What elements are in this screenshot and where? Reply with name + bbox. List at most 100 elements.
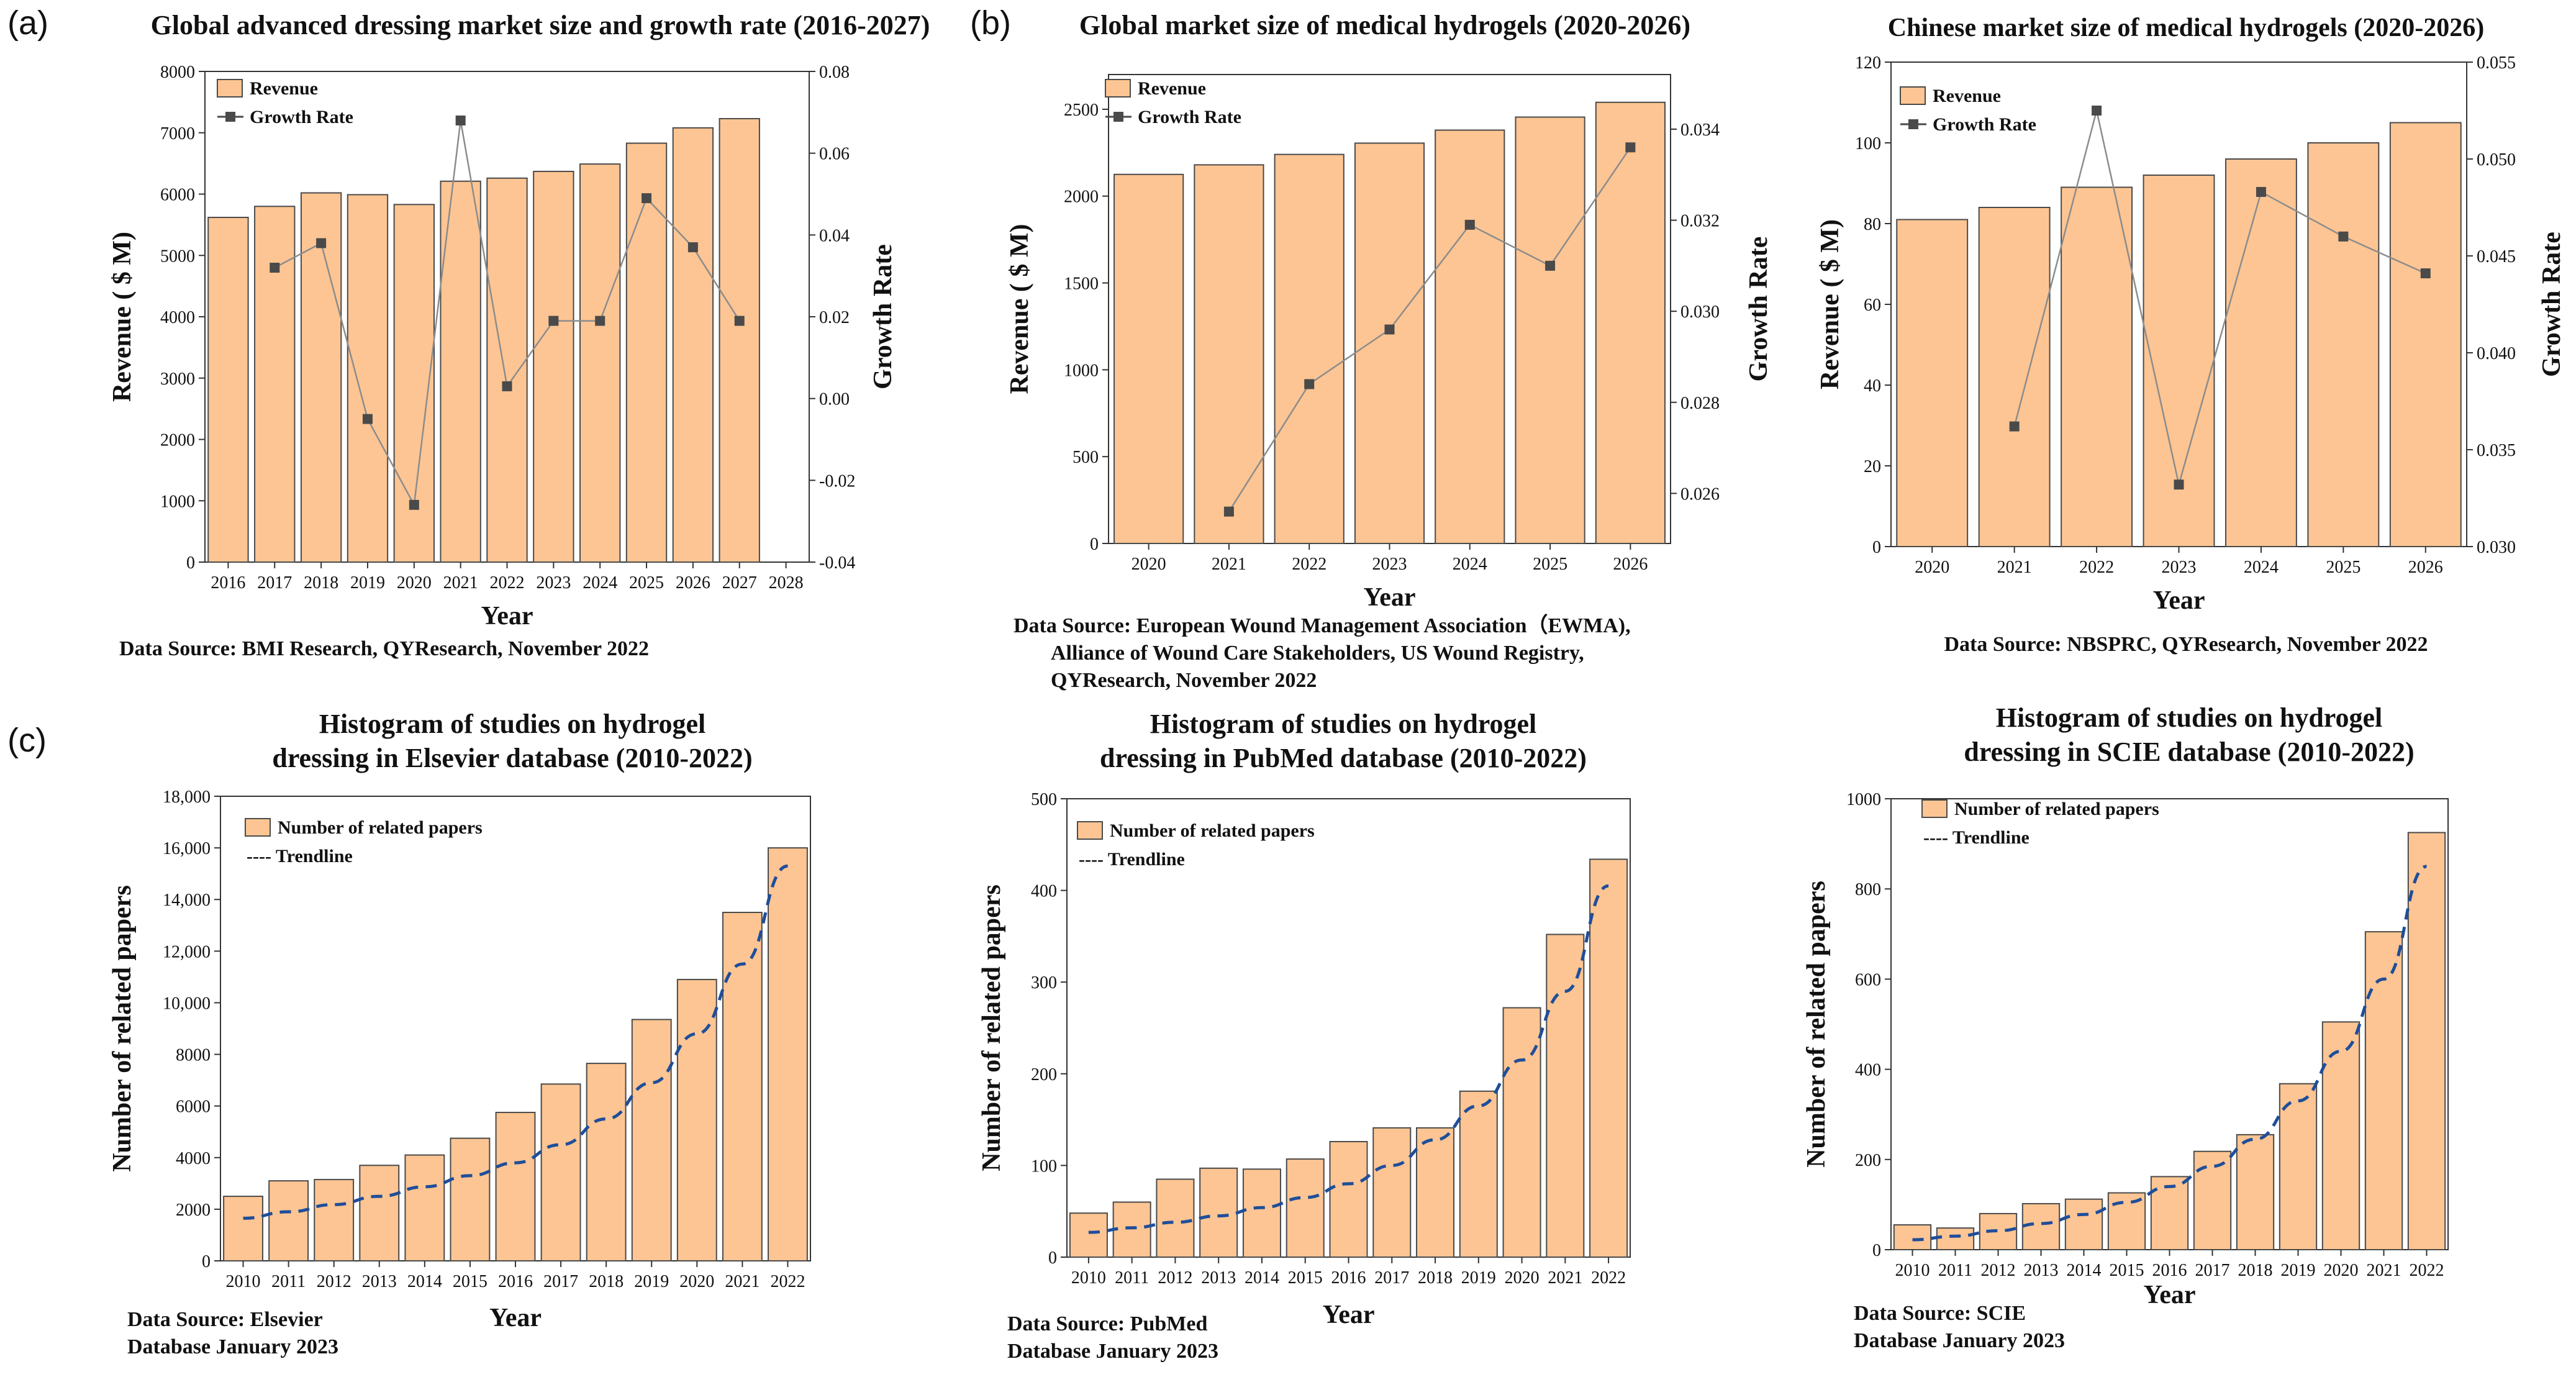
x-tick-label: 2011 [1115, 1268, 1149, 1288]
x-tick-label: 2021 [2367, 1261, 2401, 1280]
y2-tick-label: 0.035 [2477, 441, 2516, 460]
bar-2021 [440, 180, 481, 563]
x-axis-title: Year [1364, 583, 1416, 612]
bar-2012 [1979, 1212, 2018, 1251]
x-tick-label: 2016 [498, 1272, 533, 1291]
x-axis-title: Year [481, 602, 533, 630]
y-tick-label: 2000 [160, 431, 195, 450]
bar-2024 [579, 163, 621, 563]
y-tick-label: 2500 [1064, 101, 1099, 120]
data-source: Data Source: NBSPRC, QYResearch, Novembe… [1944, 633, 2428, 656]
x-tick-label: 2014 [407, 1272, 442, 1291]
chart-title: Global advanced dressing market size and… [151, 10, 930, 40]
data-source: Data Source: SCIE [1854, 1302, 2026, 1325]
y-tick-label: 4000 [176, 1149, 211, 1168]
bar-2017 [540, 1083, 581, 1262]
bar-2018 [2236, 1134, 2275, 1250]
x-tick-label: 2017 [2195, 1261, 2230, 1280]
bar-2016 [1329, 1141, 1368, 1258]
legend-label: Number of related papers [1954, 799, 2159, 819]
x-tick-label: 2014 [2067, 1261, 2102, 1280]
x-tick-label: 2019 [1461, 1268, 1496, 1288]
y-tick-label: 80 [1864, 215, 1881, 234]
x-tick-label: 2017 [543, 1272, 578, 1291]
y2-tick-label: 0.02 [819, 308, 850, 327]
x-tick-label: 2023 [536, 573, 571, 593]
x-tick-label: 2022 [770, 1272, 805, 1291]
y2-tick-label: -0.04 [819, 553, 855, 573]
x-tick-label: 2018 [304, 573, 338, 593]
bar-2023 [2143, 175, 2215, 547]
x-tick-label: 2021 [443, 573, 478, 593]
y2-tick-label: 0.040 [2477, 344, 2516, 363]
x-tick-label: 2015 [1288, 1268, 1323, 1288]
bar-2014 [1242, 1168, 1281, 1258]
y2-axis-title: Growth Rate [1744, 237, 1773, 382]
x-tick-label: 2020 [397, 573, 432, 593]
growth-rate-point [1625, 142, 1636, 153]
growth-rate-point [316, 238, 327, 248]
bar-2015 [1286, 1158, 1325, 1258]
x-tick-label: 2012 [317, 1272, 351, 1291]
legend-swatch-bar [1077, 821, 1103, 840]
bar-2010 [1069, 1212, 1108, 1258]
bar-2022 [1589, 858, 1628, 1258]
growth-rate-point [270, 263, 280, 273]
bar-2025 [1515, 116, 1585, 544]
growth-rate-line [1228, 147, 1631, 512]
bar-2017 [1372, 1127, 1412, 1258]
bar-2021 [1194, 164, 1264, 544]
x-tick-label: 2020 [1505, 1268, 1540, 1288]
x-tick-label: 2026 [676, 573, 710, 593]
x-tick-label: 2013 [2024, 1261, 2059, 1280]
bar-2018 [586, 1063, 627, 1261]
x-tick-label: 2012 [1981, 1261, 2016, 1280]
chart-title: dressing in SCIE database (2010-2022) [1964, 737, 2414, 767]
growth-rate-point [2338, 231, 2349, 242]
bar-2024 [1435, 129, 1505, 544]
y-axis-title: Revenue ( $ M) [1816, 219, 1844, 389]
x-tick-label: 2025 [629, 573, 664, 593]
y2-tick-label: 0.028 [1680, 394, 1720, 413]
bar-2021 [1978, 207, 2051, 547]
y2-tick-label: 0.045 [2477, 247, 2516, 266]
x-tick-label: 2018 [2238, 1261, 2273, 1280]
chart-title: Global market size of medical hydrogels … [1079, 10, 1690, 40]
x-tick-label: 2016 [211, 573, 245, 593]
bar-2010 [1893, 1224, 1932, 1250]
bar-2027 [719, 118, 760, 563]
legend-label: ---- Trendline [1079, 849, 1185, 870]
chart-title: Histogram of studies on hydrogel [1996, 702, 2383, 733]
y-tick-label: 10,000 [163, 994, 211, 1013]
bar-2020 [1896, 219, 1969, 547]
y2-tick-label: 0.04 [819, 226, 850, 245]
chart-a: 0 1000 2000 3000 4000 5000 6000 7000 8000 -0.04 -0… [108, 10, 930, 660]
bar-2023 [1354, 142, 1425, 545]
growth-rate-point [1304, 379, 1315, 389]
growth-rate-point [642, 193, 652, 204]
bar-2019 [347, 194, 389, 563]
x-tick-label: 2022 [2079, 558, 2114, 577]
x-tick-label: 2023 [1372, 555, 1407, 574]
bar-2020 [676, 979, 717, 1261]
x-tick-label: 2017 [257, 573, 292, 593]
legend-swatch-marker [1113, 112, 1123, 122]
y-tick-label: 0 [1090, 535, 1099, 554]
trendline [243, 864, 789, 1220]
bar-2020 [2321, 1021, 2361, 1250]
y-tick-label: 40 [1864, 376, 1881, 396]
y2-tick-label: 0.032 [1680, 212, 1720, 231]
y-axis-title: Revenue ( $ M) [1005, 224, 1034, 394]
x-tick-label: 2010 [226, 1272, 261, 1291]
y-tick-label: 0 [1872, 538, 1881, 557]
y-tick-label: 8000 [176, 1046, 211, 1065]
x-tick-label: 2012 [1158, 1268, 1192, 1288]
bar-2018 [300, 192, 342, 563]
panel-label-b: (b) [970, 4, 1011, 42]
growth-rate-point [362, 414, 373, 424]
x-tick-label: 2020 [2324, 1261, 2359, 1280]
x-tick-label: 2026 [1613, 555, 1648, 574]
growth-rate-point [2256, 187, 2266, 198]
y2-axis-title: Growth Rate [2537, 232, 2566, 377]
y-tick-label: 8000 [160, 63, 195, 82]
